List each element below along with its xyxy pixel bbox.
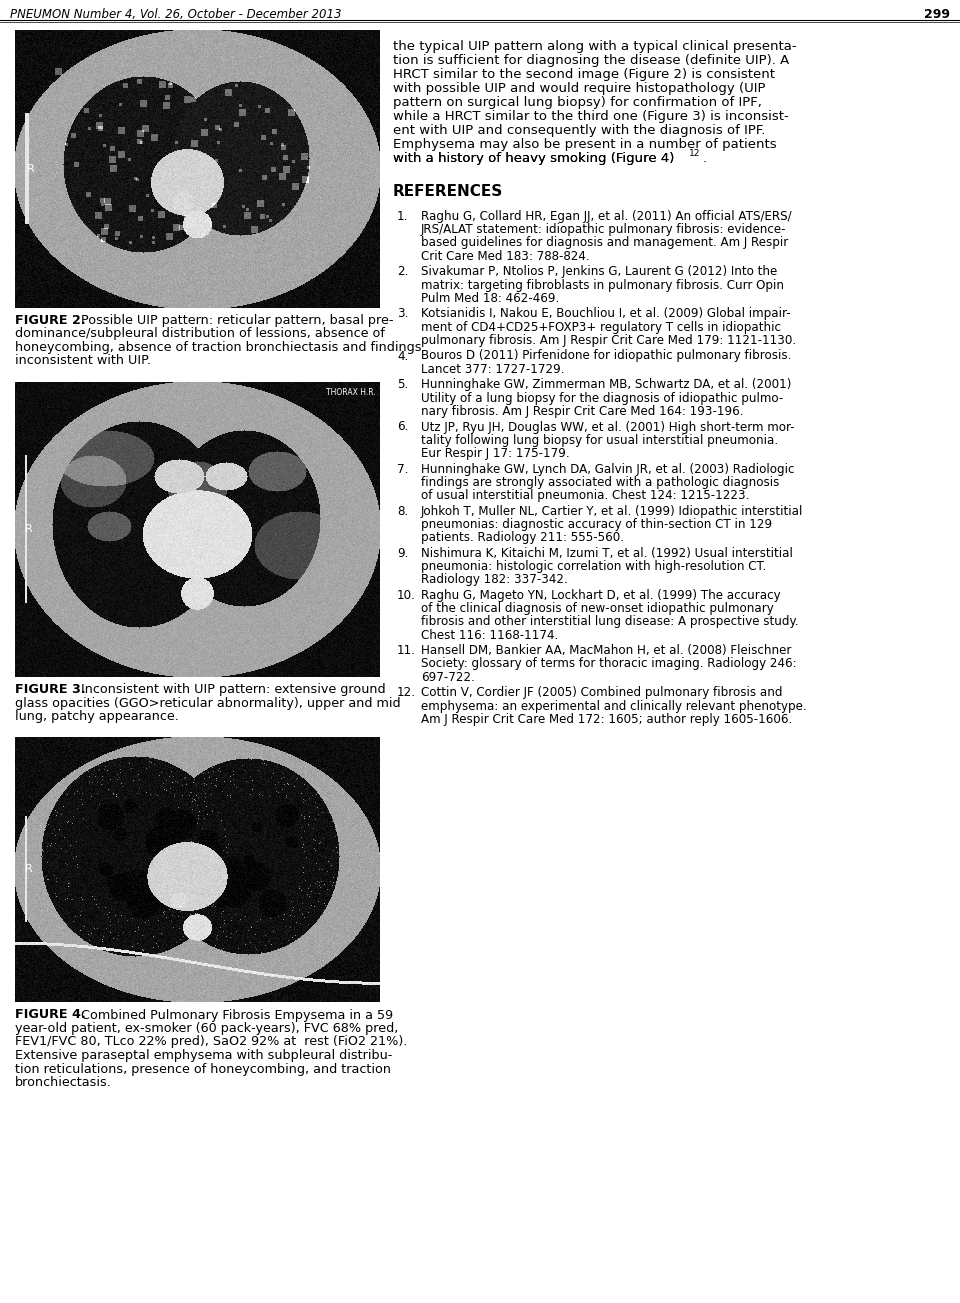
Text: Bouros D (2011) Pirfenidone for idiopathic pulmonary fibrosis.: Bouros D (2011) Pirfenidone for idiopath…: [421, 349, 791, 362]
Text: pneumonia: histologic correlation with high-resolution CT.: pneumonia: histologic correlation with h…: [421, 560, 766, 573]
Text: Chest 116: 1168-1174.: Chest 116: 1168-1174.: [421, 628, 559, 641]
Text: JRS/ALAT statement: idiopathic pulmonary fibrosis: evidence-: JRS/ALAT statement: idiopathic pulmonary…: [421, 223, 786, 236]
Text: 1.: 1.: [397, 210, 408, 223]
Text: Cottin V, Cordier JF (2005) Combined pulmonary fibrosis and: Cottin V, Cordier JF (2005) Combined pul…: [421, 687, 782, 700]
Text: Raghu G, Mageto YN, Lockhart D, et al. (1999) The accuracy: Raghu G, Mageto YN, Lockhart D, et al. (…: [421, 589, 780, 602]
Text: FIGURE 4.: FIGURE 4.: [15, 1009, 85, 1022]
Text: year-old patient, ex-smoker (60 pack-years), FVC 68% pred,: year-old patient, ex-smoker (60 pack-yea…: [15, 1022, 398, 1035]
Text: FEV1/FVC 80, TLco 22% pred), SaO2 92% at  rest (FiO2 21%).: FEV1/FVC 80, TLco 22% pred), SaO2 92% at…: [15, 1036, 407, 1049]
Text: Society: glossary of terms for thoracic imaging. Radiology 246:: Society: glossary of terms for thoracic …: [421, 658, 797, 671]
Text: 4.: 4.: [397, 349, 408, 362]
Text: dominance/subpleural distribution of lessions, absence of: dominance/subpleural distribution of les…: [15, 327, 385, 340]
Text: 3.: 3.: [397, 308, 408, 321]
Text: Hansell DM, Bankier AA, MacMahon H, et al. (2008) Fleischner: Hansell DM, Bankier AA, MacMahon H, et a…: [421, 644, 791, 657]
Text: Inconsistent with UIP pattern: extensive ground: Inconsistent with UIP pattern: extensive…: [77, 683, 386, 696]
Text: 299: 299: [924, 8, 950, 21]
Text: Nishimura K, Kitaichi M, Izumi T, et al. (1992) Usual interstitial: Nishimura K, Kitaichi M, Izumi T, et al.…: [421, 547, 793, 560]
Text: Raghu G, Collard HR, Egan JJ, et al. (2011) An official ATS/ERS/: Raghu G, Collard HR, Egan JJ, et al. (20…: [421, 210, 792, 223]
Text: emphysema: an experimental and clinically relevant phenotype.: emphysema: an experimental and clinicall…: [421, 700, 806, 713]
Text: glass opacities (GGO>reticular abnormality), upper and mid: glass opacities (GGO>reticular abnormali…: [15, 697, 400, 710]
Text: Utility of a lung biopsy for the diagnosis of idiopathic pulmo-: Utility of a lung biopsy for the diagnos…: [421, 392, 783, 405]
Text: Pulm Med 18: 462-469.: Pulm Med 18: 462-469.: [421, 292, 560, 305]
Text: of usual interstitial pneumonia. Chest 124: 1215-1223.: of usual interstitial pneumonia. Chest 1…: [421, 489, 750, 502]
Text: Hunninghake GW, Zimmerman MB, Schwartz DA, et al. (2001): Hunninghake GW, Zimmerman MB, Schwartz D…: [421, 378, 791, 391]
Text: Sivakumar P, Ntolios P, Jenkins G, Laurent G (2012) Into the: Sivakumar P, Ntolios P, Jenkins G, Laure…: [421, 266, 778, 279]
Text: FIGURE 2.: FIGURE 2.: [15, 314, 85, 327]
Text: patients. Radiology 211: 555-560.: patients. Radiology 211: 555-560.: [421, 532, 624, 545]
Text: 8.: 8.: [397, 504, 408, 517]
Text: of the clinical diagnosis of new-onset idiopathic pulmonary: of the clinical diagnosis of new-onset i…: [421, 602, 774, 615]
Text: REFERENCES: REFERENCES: [393, 184, 503, 199]
Text: 12.: 12.: [397, 687, 416, 700]
Text: Johkoh T, Muller NL, Cartier Y, et al. (1999) Idiopathic interstitial: Johkoh T, Muller NL, Cartier Y, et al. (…: [421, 504, 804, 517]
Text: 12: 12: [689, 149, 701, 158]
Text: Kotsianidis I, Nakou E, Bouchliou I, et al. (2009) Global impair-: Kotsianidis I, Nakou E, Bouchliou I, et …: [421, 308, 791, 321]
Text: matrix: targeting fibroblasts in pulmonary fibrosis. Curr Opin: matrix: targeting fibroblasts in pulmona…: [421, 279, 784, 292]
Text: bronchiectasis.: bronchiectasis.: [15, 1076, 112, 1089]
Text: honeycombing, absence of traction bronchiectasis and findings: honeycombing, absence of traction bronch…: [15, 341, 421, 354]
Text: 10.: 10.: [397, 589, 416, 602]
Text: Utz JP, Ryu JH, Douglas WW, et al. (2001) High short-term mor-: Utz JP, Ryu JH, Douglas WW, et al. (2001…: [421, 421, 795, 434]
Text: with a history of heavy smoking (Figure 4): with a history of heavy smoking (Figure …: [393, 152, 674, 165]
Text: Radiology 182: 337-342.: Radiology 182: 337-342.: [421, 573, 567, 586]
Text: 2.: 2.: [397, 266, 408, 279]
Text: THORAX H.R.: THORAX H.R.: [326, 388, 376, 397]
Text: HRCT similar to the second image (Figure 2) is consistent: HRCT similar to the second image (Figure…: [393, 68, 775, 81]
Text: Eur Respir J 17: 175-179.: Eur Respir J 17: 175-179.: [421, 447, 569, 460]
Text: R: R: [25, 524, 33, 534]
Text: Emphysema may also be present in a number of patients: Emphysema may also be present in a numbe…: [393, 138, 777, 151]
Text: Possible UIP pattern: reticular pattern, basal pre-: Possible UIP pattern: reticular pattern,…: [77, 314, 394, 327]
Text: Crit Care Med 183: 788-824.: Crit Care Med 183: 788-824.: [421, 250, 589, 263]
Text: Am J Respir Crit Care Med 172: 1605; author reply 1605-1606.: Am J Respir Crit Care Med 172: 1605; aut…: [421, 713, 792, 726]
Text: Combined Pulmonary Fibrosis Empysema in a 59: Combined Pulmonary Fibrosis Empysema in …: [77, 1009, 394, 1022]
Text: 5.: 5.: [397, 378, 408, 391]
Text: based guidelines for diagnosis and management. Am J Respir: based guidelines for diagnosis and manag…: [421, 236, 788, 249]
Text: 7.: 7.: [397, 463, 408, 476]
Text: pattern on surgical lung biopsy) for confirmation of IPF,: pattern on surgical lung biopsy) for con…: [393, 96, 762, 109]
Text: while a HRCT similar to the third one (Figure 3) is inconsist-: while a HRCT similar to the third one (F…: [393, 109, 789, 122]
Text: PNEUMON Number 4, Vol. 26, October - December 2013: PNEUMON Number 4, Vol. 26, October - Dec…: [10, 8, 342, 21]
Text: inconsistent with UIP.: inconsistent with UIP.: [15, 354, 151, 367]
Text: fibrosis and other interstitial lung disease: A prospective study.: fibrosis and other interstitial lung dis…: [421, 615, 799, 628]
Text: ment of CD4+CD25+FOXP3+ regulatory T cells in idiopathic: ment of CD4+CD25+FOXP3+ regulatory T cel…: [421, 321, 781, 334]
Text: the typical UIP pattern along with a typical clinical presenta-: the typical UIP pattern along with a typ…: [393, 40, 797, 53]
Text: with possible UIP and would require histopathology (UIP: with possible UIP and would require hist…: [393, 82, 765, 95]
Text: tion reticulations, presence of honeycombing, and traction: tion reticulations, presence of honeycom…: [15, 1062, 391, 1075]
Text: lung, patchy appearance.: lung, patchy appearance.: [15, 710, 179, 723]
Text: FIGURE 3.: FIGURE 3.: [15, 683, 85, 696]
Text: 697-722.: 697-722.: [421, 671, 475, 684]
Text: nary fibrosis. Am J Respir Crit Care Med 164: 193-196.: nary fibrosis. Am J Respir Crit Care Med…: [421, 405, 743, 418]
Text: R: R: [27, 164, 35, 175]
Text: with a history of heavy smoking (Figure 4): with a history of heavy smoking (Figure …: [393, 152, 674, 165]
Text: Extensive paraseptal emphysema with subpleural distribu-: Extensive paraseptal emphysema with subp…: [15, 1049, 393, 1062]
Text: 6.: 6.: [397, 421, 408, 434]
Text: 9.: 9.: [397, 547, 408, 560]
Text: Hunninghake GW, Lynch DA, Galvin JR, et al. (2003) Radiologic: Hunninghake GW, Lynch DA, Galvin JR, et …: [421, 463, 795, 476]
Text: Lancet 377: 1727-1729.: Lancet 377: 1727-1729.: [421, 362, 564, 375]
Text: pulmonary fibrosis. Am J Respir Crit Care Med 179: 1121-1130.: pulmonary fibrosis. Am J Respir Crit Car…: [421, 334, 796, 347]
Text: pneumonias: diagnostic accuracy of thin-section CT in 129: pneumonias: diagnostic accuracy of thin-…: [421, 517, 772, 530]
Text: .: .: [703, 152, 708, 165]
Text: tality following lung biopsy for usual interstitial pneumonia.: tality following lung biopsy for usual i…: [421, 434, 779, 447]
Text: ent with UIP and consequently with the diagnosis of IPF.: ent with UIP and consequently with the d…: [393, 124, 765, 137]
Text: findings are strongly associated with a pathologic diagnosis: findings are strongly associated with a …: [421, 476, 780, 489]
Text: 11.: 11.: [397, 644, 416, 657]
Text: tion is sufficient for diagnosing the disease (definite UIP). A: tion is sufficient for diagnosing the di…: [393, 53, 789, 66]
Text: R: R: [25, 864, 33, 874]
